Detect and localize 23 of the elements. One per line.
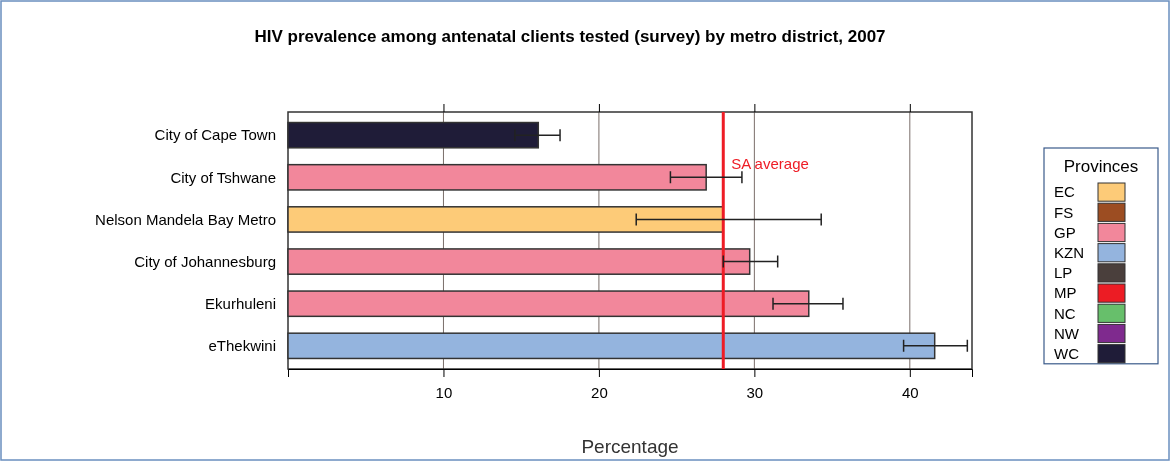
legend-label: KZN [1054, 243, 1084, 261]
legend-label: WC [1054, 344, 1080, 362]
legend-label: MP [1054, 284, 1077, 302]
legend-label: FS [1054, 203, 1074, 221]
x-axis-title: Percentage [581, 436, 679, 457]
y-tick-label: Nelson Mandela Bay Metro [95, 210, 276, 228]
x-tick-label: 10 [435, 383, 453, 401]
x-tick-label: 40 [901, 383, 919, 401]
chart-title: HIV prevalence among antenatal clients tested (survey) by metro district, 2007 [254, 27, 886, 46]
x-tick-label: 20 [591, 383, 608, 401]
ref-line-label: SA average [731, 154, 809, 172]
y-tick-label: eThekwini [208, 337, 276, 355]
x-tick-label: 30 [746, 383, 764, 401]
legend-label: NW [1054, 324, 1080, 342]
y-tick-label: Ekurhuleni [205, 294, 276, 312]
y-tick-label: City of Johannesburg [134, 252, 276, 270]
y-tick-label: City of Cape Town [154, 126, 276, 144]
legend-label: GP [1054, 223, 1076, 241]
y-tick-label: City of Tshwane [170, 168, 276, 186]
legend-title: Provinces [1063, 157, 1139, 176]
legend-label: NC [1054, 304, 1076, 322]
legend-label: EC [1054, 183, 1075, 201]
legend-label: LP [1054, 264, 1073, 282]
